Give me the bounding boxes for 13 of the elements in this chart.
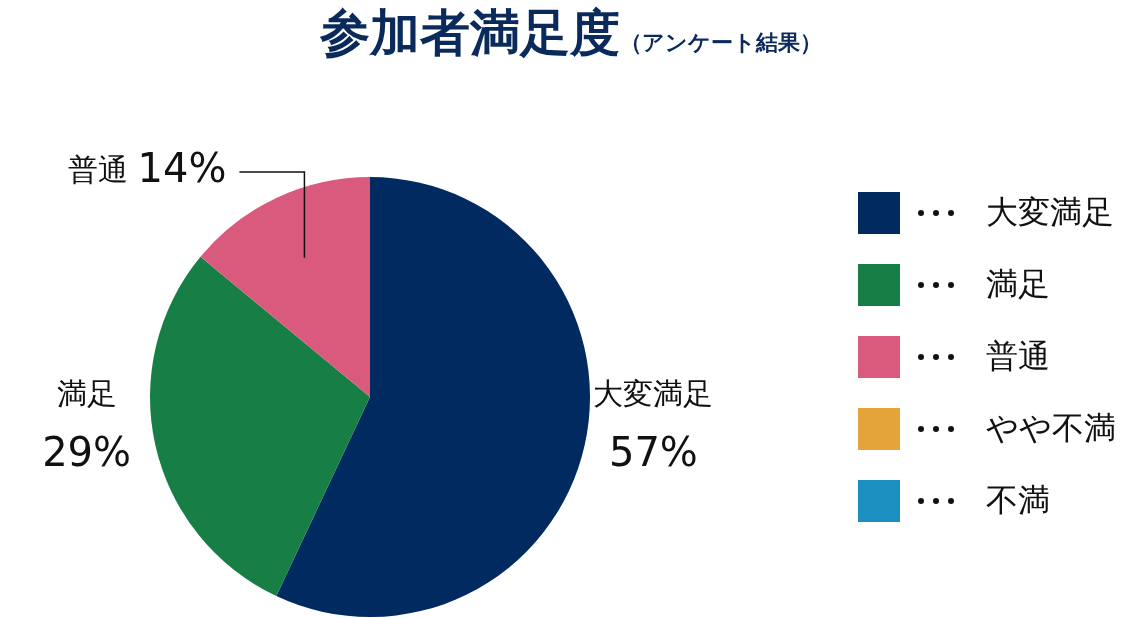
category-label: 普通 <box>986 337 1050 375</box>
slice-label: 普通 <box>67 151 128 187</box>
slice-label: 満足 <box>56 375 117 411</box>
category-label: 満足 <box>986 265 1050 303</box>
legend-label: やや不満 <box>986 409 1116 447</box>
data-label: 57% <box>608 429 698 476</box>
data-label: 14% <box>137 145 227 192</box>
legend-label: 不満 <box>986 481 1050 519</box>
category-label: 大変満足 <box>986 193 1114 231</box>
chart-title: 参加者満足度 <box>319 3 620 62</box>
chart-subtitle: （アンケート結果） <box>619 29 822 55</box>
data-label: 29% <box>42 429 132 476</box>
slice-label: 大変満足 <box>593 375 714 411</box>
